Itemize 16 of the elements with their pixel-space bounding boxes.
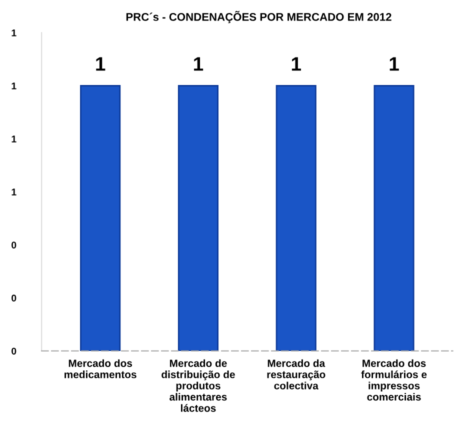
y-tick-label: 1 xyxy=(12,136,16,142)
y-tick-label: 1 xyxy=(12,82,16,90)
x-tick-label: Mercado da restauração colectiva xyxy=(267,359,326,390)
x-tick-label: Mercado dos formulários e impressos comerciais xyxy=(361,359,427,401)
x-tick-label: Mercado dos medicamentos xyxy=(64,359,136,378)
data-label: 1 xyxy=(390,57,399,71)
data-label: 1 xyxy=(292,57,301,71)
data-label: 1 xyxy=(96,57,106,71)
chart-title: PRC´s - CONDENAÇÕES POR MERCADO EM 2012 xyxy=(126,10,392,24)
x-tick-label: Mercado de distribuição de produtos alimentares lácteos xyxy=(162,359,235,412)
y-tick-label: 0 xyxy=(12,242,16,249)
y-tick-label: 0 xyxy=(12,294,16,302)
data-label: 1 xyxy=(194,57,204,71)
y-tick-label: 1 xyxy=(12,188,16,196)
y-tick-label: 0 xyxy=(12,348,16,355)
y-tick-label: 1 xyxy=(12,30,16,36)
